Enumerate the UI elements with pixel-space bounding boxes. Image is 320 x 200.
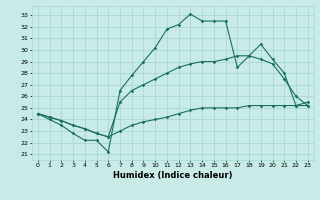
X-axis label: Humidex (Indice chaleur): Humidex (Indice chaleur) xyxy=(113,171,233,180)
